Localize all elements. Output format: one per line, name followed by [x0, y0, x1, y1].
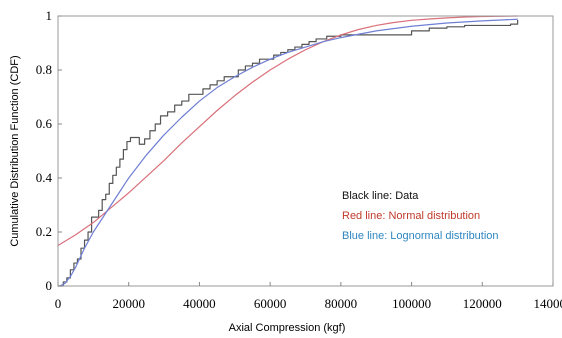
y-axis-title: Cumulative Distribution Function (CDF)	[9, 55, 21, 246]
x-tick-label: 80000	[325, 296, 358, 311]
legend-item-lognormal: Blue line: Lognormal distribution	[342, 230, 499, 242]
series-layer	[57, 15, 519, 287]
plot-frame	[57, 15, 554, 287]
y-tick-label: 0.2	[36, 224, 52, 239]
legend: Black line: Data Red line: Normal distri…	[342, 190, 499, 242]
x-tick-label: 100000	[392, 296, 431, 311]
x-axis-title: Axial Compression (kgf)	[229, 322, 346, 334]
x-tick-label: 120000	[463, 296, 502, 311]
x-tick-label: 40000	[183, 296, 216, 311]
x-tick-label: 60000	[254, 296, 287, 311]
y-tick-label: 0	[46, 278, 53, 293]
y-tick-label: 1	[46, 8, 53, 23]
series-line-normal	[57, 15, 518, 247]
legend-item-data: Black line: Data	[342, 190, 419, 202]
series-line-data	[58, 20, 519, 287]
legend-item-normal: Red line: Normal distribution	[342, 210, 480, 222]
y-tick-label: 0.4	[36, 170, 53, 185]
x-tick-label: 0	[55, 296, 62, 311]
series-line-lognormal	[59, 18, 518, 287]
x-tick-label: 20000	[112, 296, 145, 311]
y-tick-label: 0.6	[36, 116, 53, 131]
y-tick-label: 0.8	[36, 62, 52, 77]
